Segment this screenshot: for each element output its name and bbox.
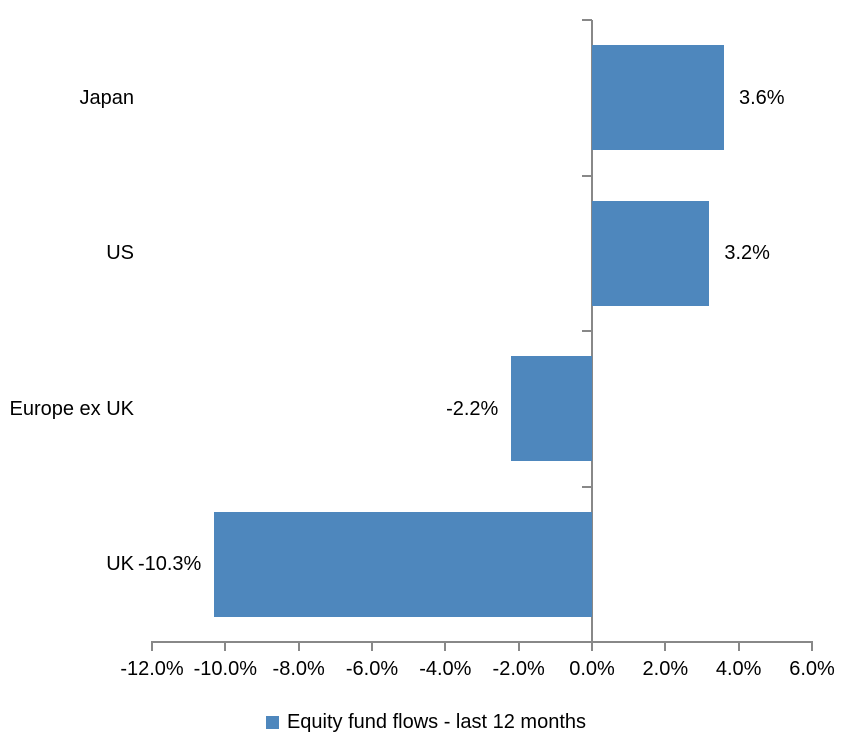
x-axis-tick-label: 6.0% bbox=[789, 658, 835, 680]
legend-swatch-icon bbox=[265, 715, 279, 729]
x-axis-tick-label: -2.0% bbox=[492, 658, 545, 680]
x-axis-tick-label: 4.0% bbox=[715, 658, 762, 680]
x-axis-tick-label: -12.0% bbox=[120, 658, 184, 680]
x-axis-tick bbox=[591, 641, 593, 651]
y-axis-tick bbox=[582, 19, 592, 21]
x-axis-tick bbox=[664, 641, 667, 651]
legend-label: Equity fund flows - last 12 months bbox=[286, 710, 587, 733]
bar-value-label: 3.6% bbox=[739, 86, 785, 109]
x-axis-tick bbox=[811, 641, 813, 651]
bar-value-label: -2.2% bbox=[446, 397, 499, 420]
x-axis-tick bbox=[224, 641, 227, 651]
x-axis-tick-label: -8.0% bbox=[272, 658, 325, 680]
x-axis-tick bbox=[297, 641, 300, 651]
category-label: UK bbox=[106, 553, 134, 576]
x-axis-tick bbox=[151, 641, 153, 651]
y-axis-tick bbox=[582, 174, 592, 177]
category-label: US bbox=[106, 242, 134, 265]
x-axis-tick bbox=[517, 641, 520, 651]
category-label: Europe ex UK bbox=[9, 397, 134, 420]
x-axis-tick bbox=[737, 641, 740, 651]
y-axis-tick bbox=[582, 330, 592, 332]
legend: Equity fund flows - last 12 months bbox=[0, 709, 852, 735]
category-label: Japan bbox=[79, 86, 135, 109]
x-axis-tick-label: -10.0% bbox=[193, 658, 258, 680]
x-axis-tick-label: 0.0% bbox=[569, 658, 615, 680]
x-axis-tick-label: 2.0% bbox=[642, 658, 689, 680]
bar bbox=[511, 356, 592, 462]
bar bbox=[214, 511, 592, 617]
x-axis-tick-label: -4.0% bbox=[419, 658, 472, 680]
bar bbox=[592, 45, 724, 151]
bar bbox=[592, 200, 710, 306]
y-axis-tick bbox=[582, 641, 592, 643]
bar-value-label: -10.3% bbox=[137, 553, 202, 576]
x-axis-tick-label: -6.0% bbox=[345, 658, 399, 680]
y-axis-line bbox=[591, 20, 593, 650]
bar-value-label: 3.2% bbox=[724, 242, 770, 265]
x-axis-line bbox=[151, 641, 813, 643]
y-axis-tick bbox=[582, 485, 592, 488]
x-axis-tick bbox=[444, 641, 447, 651]
x-axis-tick bbox=[371, 641, 373, 651]
